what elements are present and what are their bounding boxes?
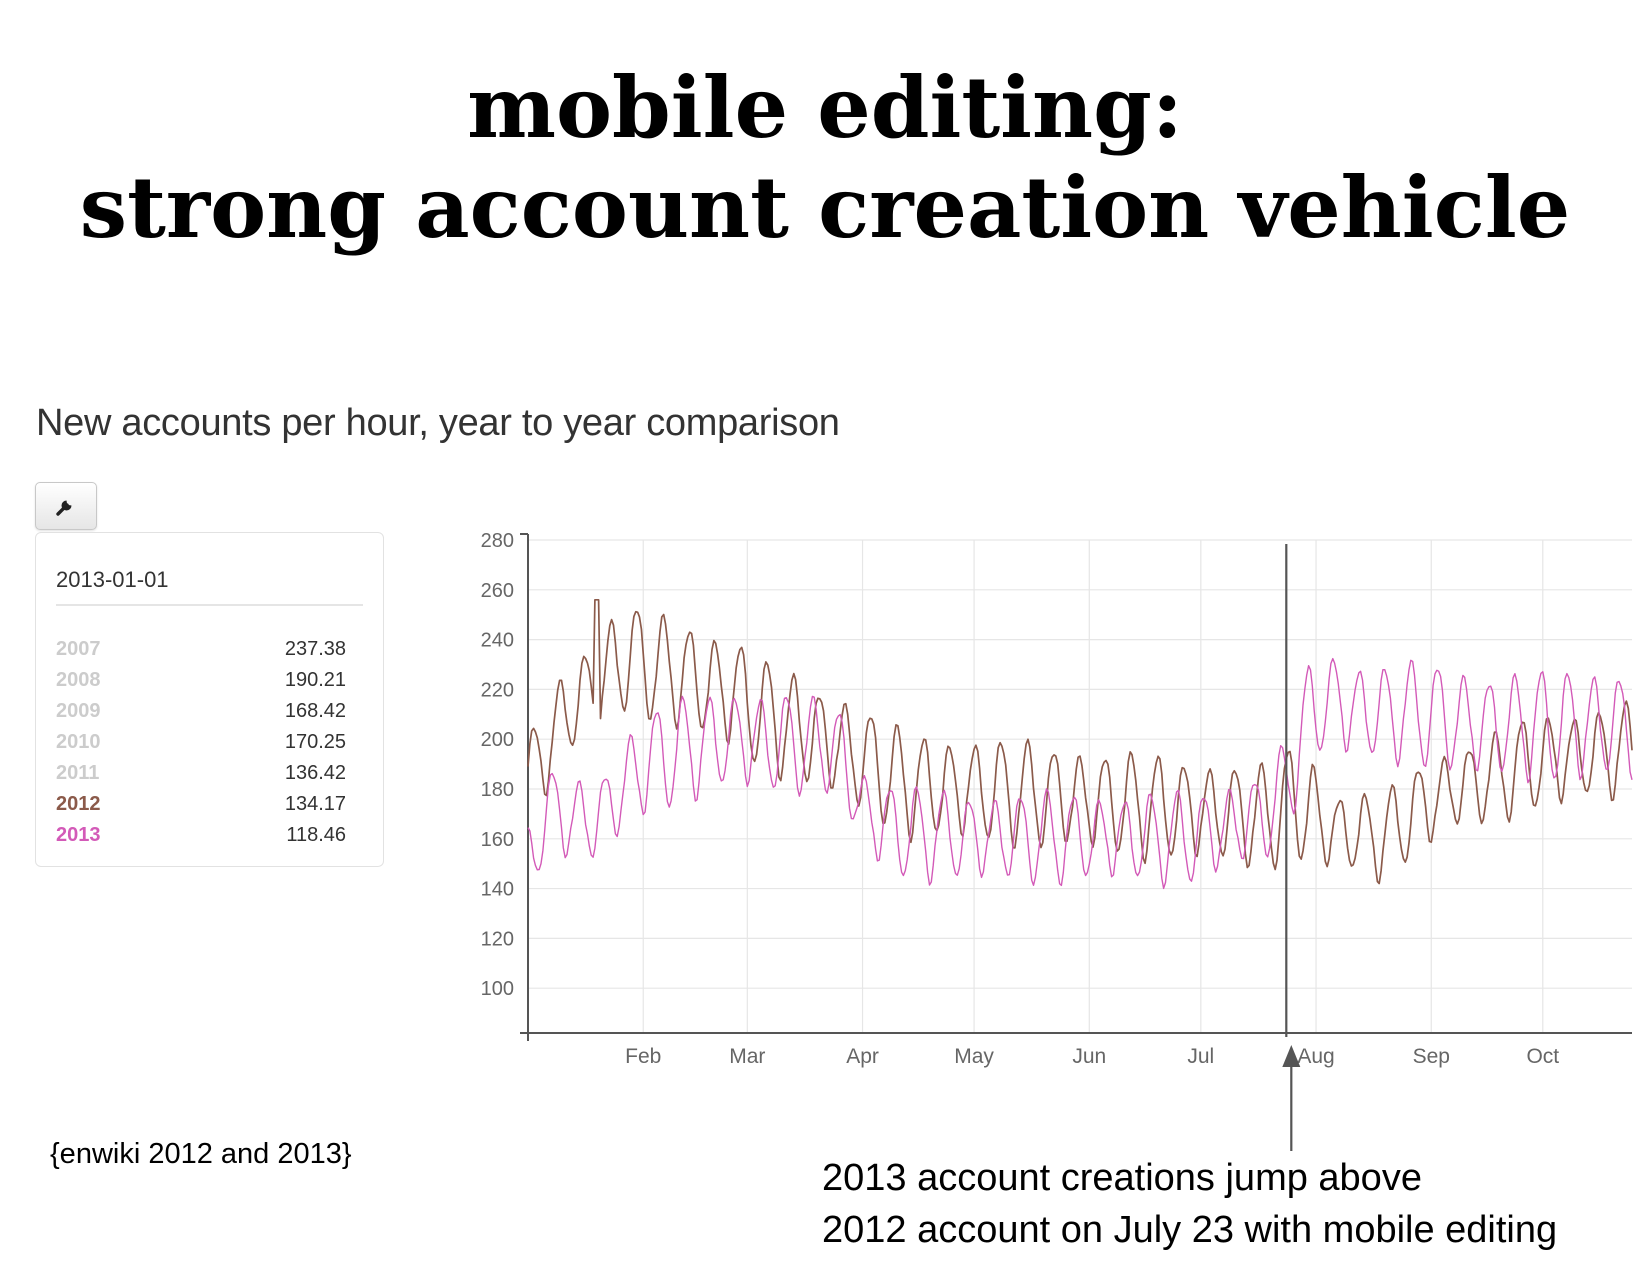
x-tick-label: Jun <box>1072 1045 1106 1068</box>
legend-value: 237.38 <box>284 638 346 660</box>
series-line-2013 <box>527 657 1633 890</box>
y-tick-label: 220 <box>481 679 514 701</box>
legend-year: 2012 <box>56 793 101 815</box>
wrench-icon <box>56 500 72 516</box>
y-tick-label: 280 <box>481 530 514 552</box>
legend-value: 134.17 <box>284 793 346 815</box>
x-tick-label: Aug <box>1297 1045 1334 1068</box>
settings-button[interactable] <box>35 482 97 530</box>
y-tick-label: 260 <box>481 580 514 602</box>
legend-value: 170.25 <box>284 731 346 753</box>
legend-row-2007: 2007 237.38 <box>56 638 346 669</box>
legend-row-2011: 2011 136.42 <box>56 762 346 793</box>
annotation-arrow-head <box>1282 1045 1301 1067</box>
y-tick-label: 240 <box>481 630 514 652</box>
y-tick-label: 120 <box>481 928 514 950</box>
legend-row-2008: 2008 190.21 <box>56 669 346 700</box>
series-line-2012 <box>527 598 1633 885</box>
x-tick-label: Mar <box>729 1045 765 1068</box>
slide-title: mobile editing: strong account creation … <box>0 58 1650 258</box>
source-note: {enwiki 2012 and 2013} <box>50 1138 352 1170</box>
y-tick-label: 180 <box>481 779 514 801</box>
y-tick-label: 100 <box>481 978 514 1000</box>
annotation-line1: 2013 account creations jump above <box>822 1157 1422 1199</box>
legend-row-2009: 2009 168.42 <box>56 700 346 731</box>
legend-year: 2009 <box>56 700 101 722</box>
legend-row-2012: 2012 134.17 <box>56 793 346 824</box>
legend-panel: 2013-01-01 2007 237.38 2008 190.21 2009 168.4… <box>35 532 384 867</box>
legend-year: 2013 <box>56 824 101 846</box>
legend-divider <box>56 604 363 606</box>
annotation-line2: 2012 account on July 23 with mobile edit… <box>822 1209 1558 1251</box>
y-tick-label: 160 <box>481 829 514 851</box>
y-tick-label: 200 <box>481 729 514 751</box>
x-tick-label: Jul <box>1187 1045 1214 1068</box>
legend-value: 190.21 <box>284 669 346 691</box>
legend-value: 118.46 <box>286 824 346 846</box>
slide-title-line2: strong account creation vehicle <box>79 158 1571 257</box>
slide-title-line1: mobile editing: <box>467 58 1183 157</box>
legend-year: 2011 <box>56 762 100 784</box>
legend-date: 2013-01-01 <box>56 567 169 592</box>
x-tick-label: Feb <box>625 1045 661 1068</box>
chart-heading: New accounts per hour, year to year comp… <box>36 402 840 444</box>
legend-value: 136.42 <box>284 762 346 784</box>
legend-row-2013: 2013 118.46 <box>56 824 346 855</box>
x-tick-label: Oct <box>1526 1045 1559 1068</box>
y-tick-label: 140 <box>481 879 514 901</box>
legend-year: 2008 <box>56 669 101 691</box>
x-tick-label: Sep <box>1413 1045 1450 1068</box>
legend-row-2010: 2010 170.25 <box>56 731 346 762</box>
legend-value: 168.42 <box>284 700 346 722</box>
annotation-text: 2013 account creations jump above 2012 a… <box>822 1152 1557 1256</box>
legend-year: 2007 <box>56 638 101 660</box>
x-tick-label: May <box>954 1045 994 1068</box>
x-tick-label: Apr <box>846 1045 879 1068</box>
legend-year: 2010 <box>56 731 101 753</box>
